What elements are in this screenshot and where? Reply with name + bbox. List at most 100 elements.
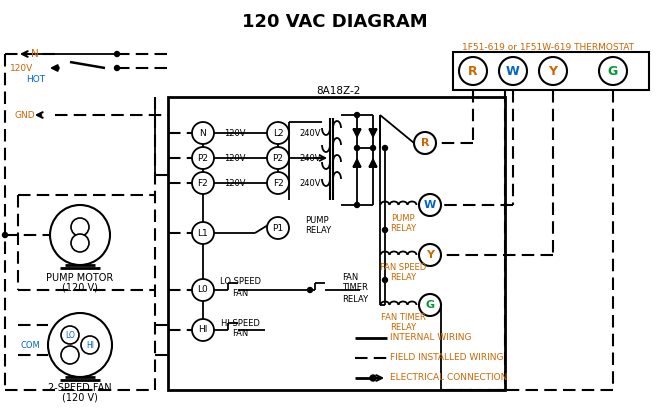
Text: GND: GND	[15, 111, 36, 119]
Circle shape	[459, 57, 487, 85]
Text: HOT: HOT	[26, 75, 46, 83]
Text: N: N	[31, 49, 39, 59]
Text: FAN: FAN	[342, 272, 358, 282]
Polygon shape	[369, 129, 377, 137]
Text: 120V: 120V	[224, 129, 245, 137]
Circle shape	[267, 147, 289, 169]
Text: N: N	[200, 129, 206, 137]
Circle shape	[267, 217, 289, 239]
Text: W: W	[424, 200, 436, 210]
Circle shape	[81, 336, 99, 354]
Circle shape	[354, 202, 360, 207]
Text: F2: F2	[273, 178, 283, 187]
Text: G: G	[425, 300, 435, 310]
Circle shape	[3, 233, 7, 238]
Circle shape	[115, 52, 119, 57]
Text: INTERNAL WIRING: INTERNAL WIRING	[390, 334, 472, 342]
Text: P2: P2	[198, 153, 208, 163]
Text: RELAY: RELAY	[390, 323, 416, 333]
Text: (120 V): (120 V)	[62, 283, 98, 293]
Text: FAN: FAN	[232, 329, 248, 339]
Text: 120V: 120V	[224, 178, 245, 187]
Circle shape	[55, 66, 59, 70]
Text: F2: F2	[198, 178, 208, 187]
Circle shape	[192, 222, 214, 244]
Circle shape	[192, 319, 214, 341]
Circle shape	[192, 147, 214, 169]
Circle shape	[308, 287, 312, 292]
Circle shape	[61, 346, 79, 364]
Circle shape	[50, 205, 110, 265]
Text: 240V: 240V	[299, 129, 320, 137]
Text: HI SPEED: HI SPEED	[220, 318, 259, 328]
Text: L1: L1	[198, 228, 208, 238]
Circle shape	[61, 326, 79, 344]
Circle shape	[383, 145, 387, 150]
Circle shape	[115, 65, 119, 70]
Circle shape	[371, 145, 375, 150]
Circle shape	[354, 112, 360, 117]
Text: (120 V): (120 V)	[62, 393, 98, 403]
Text: TIMER: TIMER	[342, 284, 368, 292]
Text: R: R	[421, 138, 429, 148]
Circle shape	[419, 294, 441, 316]
Text: R: R	[468, 65, 478, 78]
Circle shape	[192, 279, 214, 301]
Text: RELAY: RELAY	[342, 295, 368, 303]
Text: COM: COM	[20, 341, 40, 349]
Text: PUMP MOTOR: PUMP MOTOR	[46, 273, 114, 283]
Text: 1F51-619 or 1F51W-619 THERMOSTAT: 1F51-619 or 1F51W-619 THERMOSTAT	[462, 42, 634, 52]
Circle shape	[192, 122, 214, 144]
Text: Y: Y	[549, 65, 557, 78]
Circle shape	[383, 277, 387, 282]
Text: LO SPEED: LO SPEED	[220, 277, 261, 287]
Text: ELECTRICAL CONNECTION: ELECTRICAL CONNECTION	[390, 373, 507, 383]
Text: G: G	[608, 65, 618, 78]
Circle shape	[419, 244, 441, 266]
Text: Y: Y	[426, 250, 434, 260]
Circle shape	[71, 218, 89, 236]
Text: FAN TIMER: FAN TIMER	[381, 313, 425, 323]
Text: 120V: 120V	[10, 64, 34, 72]
Text: FAN: FAN	[232, 289, 248, 297]
Circle shape	[267, 122, 289, 144]
Text: PUMP: PUMP	[391, 214, 415, 222]
Circle shape	[192, 172, 214, 194]
Circle shape	[354, 145, 360, 150]
Text: L0: L0	[198, 285, 208, 295]
Circle shape	[419, 194, 441, 216]
Text: 120V: 120V	[224, 153, 245, 163]
Text: RELAY: RELAY	[390, 274, 416, 282]
Polygon shape	[369, 159, 377, 167]
Circle shape	[48, 313, 112, 377]
Circle shape	[267, 172, 289, 194]
Text: 240V: 240V	[299, 178, 320, 187]
Text: W: W	[506, 65, 520, 78]
Circle shape	[383, 228, 387, 233]
Text: HI: HI	[198, 326, 208, 334]
Circle shape	[370, 375, 376, 381]
Bar	[453, 52, 649, 90]
Text: 2-SPEED FAN: 2-SPEED FAN	[48, 383, 112, 393]
Circle shape	[71, 234, 89, 252]
Text: FIELD INSTALLED WIRING: FIELD INSTALLED WIRING	[390, 354, 503, 362]
Text: 120 VAC DIAGRAM: 120 VAC DIAGRAM	[242, 13, 428, 31]
Text: RELAY: RELAY	[305, 225, 331, 235]
Circle shape	[499, 57, 527, 85]
Polygon shape	[353, 159, 361, 167]
Text: PUMP: PUMP	[305, 215, 328, 225]
Text: RELAY: RELAY	[390, 223, 416, 233]
Circle shape	[599, 57, 627, 85]
Polygon shape	[353, 129, 361, 137]
Text: FAN SPEED: FAN SPEED	[380, 264, 426, 272]
Text: HI: HI	[86, 341, 94, 349]
Text: L2: L2	[273, 129, 283, 137]
Bar	[168, 97, 505, 390]
Circle shape	[414, 132, 436, 154]
Text: 240V: 240V	[299, 153, 320, 163]
Text: P2: P2	[273, 153, 283, 163]
Text: P1: P1	[273, 223, 283, 233]
Circle shape	[539, 57, 567, 85]
Text: 8A18Z-2: 8A18Z-2	[316, 86, 360, 96]
Text: LO: LO	[65, 331, 75, 339]
